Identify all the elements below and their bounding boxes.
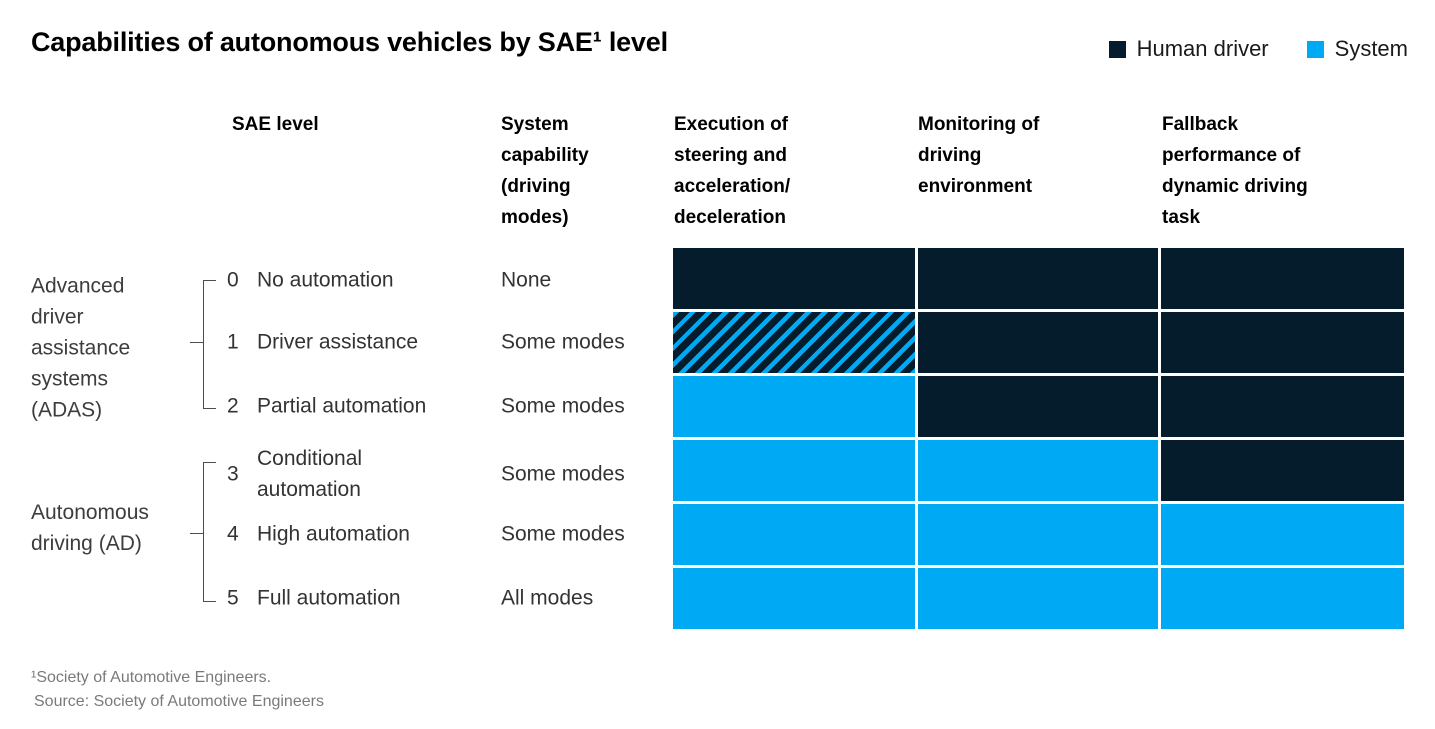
system-capability-value-3: Some modes [501, 462, 625, 486]
grid-cell-row4-col2-system [1161, 504, 1404, 565]
grid-cell-row2-col2-human [1161, 376, 1404, 437]
legend-label-system: System [1334, 36, 1408, 61]
group-label-ad: Autonomous driving (AD) [31, 501, 149, 555]
grid-cell-row2-col0-system [673, 376, 915, 437]
grid-cell-row5-col2-system [1161, 568, 1404, 629]
sae-level-label-1: Driver assistance [257, 330, 419, 354]
grid-cell-row5-col0-system [673, 568, 915, 629]
source-line: Source: Society of Automotive Engineers [34, 693, 324, 710]
header-system-capability: System capability (driving modes) [501, 114, 589, 228]
human-driver-swatch-icon [1108, 40, 1126, 58]
sae-level-label-0: No automation [257, 268, 394, 292]
grid-cell-row3-col0-system [673, 440, 915, 501]
header-fallback: Fallback performance of dynamic driving … [1162, 114, 1308, 228]
sae-level-label-4: High automation [257, 522, 410, 546]
grid-cell-row1-col0-shared [673, 312, 915, 373]
system-capability-value-5: All modes [501, 586, 594, 610]
sae-level-number-5: 5 [227, 586, 239, 610]
legend-item-system: System [1306, 36, 1408, 62]
sae-level-label-2: Partial automation [257, 394, 427, 418]
footnote: ¹Society of Automotive Engineers. [31, 669, 272, 686]
sae-level-label-3: Conditional automation [257, 447, 363, 501]
sae-level-number-3: 3 [227, 462, 239, 486]
ad-bracket-tick [190, 533, 203, 534]
header-sae-level: SAE level [232, 114, 319, 135]
sae-level-number-0: 0 [227, 268, 239, 292]
grid-cell-row2-col1-human [918, 376, 1158, 437]
grid-cell-row4-col0-system [673, 504, 915, 565]
grid-cell-row5-col1-system [918, 568, 1158, 629]
sae-level-label-5: Full automation [257, 586, 401, 610]
adas-bracket [203, 280, 216, 409]
footnotes: ¹Society of Automotive Engineers. Source… [31, 666, 324, 714]
sae-level-number-2: 2 [227, 394, 239, 418]
header-execution: Execution of steering and acceleration/ … [674, 114, 791, 228]
grid-cell-row4-col1-system [918, 504, 1158, 565]
sae-level-number-1: 1 [227, 330, 239, 354]
system-capability-value-2: Some modes [501, 394, 625, 418]
ad-bracket [203, 462, 216, 602]
grid-cell-row0-col1-human [918, 248, 1158, 309]
grid-cell-row0-col0-human [673, 248, 915, 309]
legend: Human driver System [1108, 36, 1408, 62]
grid-cell-row0-col2-human [1161, 248, 1404, 309]
adas-bracket-tick [190, 342, 203, 343]
legend-item-human-driver: Human driver [1108, 36, 1269, 62]
system-swatch-icon [1306, 40, 1324, 58]
header-monitoring: Monitoring of driving environment [918, 114, 1040, 197]
grid-cell-row3-col2-human [1161, 440, 1404, 501]
system-capability-value-4: Some modes [501, 522, 625, 546]
grid-cell-row1-col1-human [918, 312, 1158, 373]
capability-grid [673, 248, 1404, 629]
sae-level-number-4: 4 [227, 522, 239, 546]
grid-cell-row1-col2-human [1161, 312, 1404, 373]
system-capability-value-1: Some modes [501, 330, 625, 354]
legend-label-human-driver: Human driver [1136, 36, 1269, 61]
system-capability-value-0: None [501, 268, 552, 292]
group-label-adas: Advanced driver assistance systems (ADAS… [31, 274, 131, 422]
grid-cell-row3-col1-system [918, 440, 1158, 501]
chart-title: Capabilities of autonomous vehicles by S… [31, 27, 668, 57]
